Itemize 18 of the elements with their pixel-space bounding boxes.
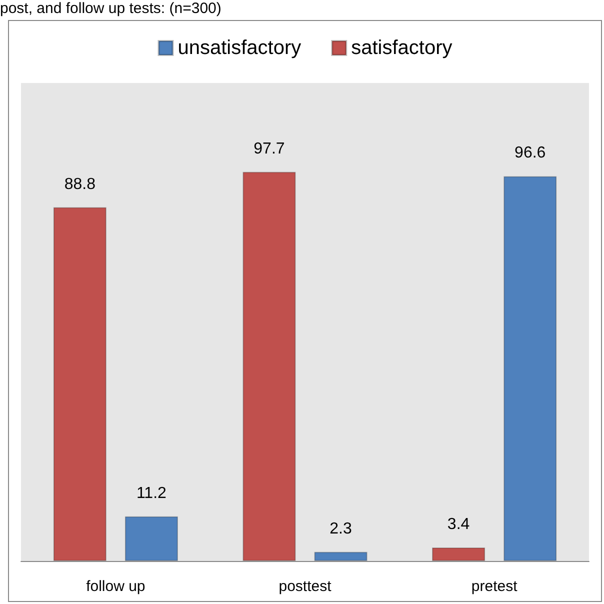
bar bbox=[242, 172, 296, 561]
data-label: 2.3 bbox=[330, 520, 352, 538]
x-tick-label: follow up bbox=[86, 578, 146, 595]
data-label: 96.6 bbox=[514, 144, 546, 162]
bar bbox=[314, 552, 368, 561]
legend-label: unsatisfactory bbox=[178, 37, 302, 59]
bar bbox=[53, 207, 106, 561]
bar bbox=[504, 176, 557, 561]
legend-label: satisfactory bbox=[351, 37, 452, 59]
data-label: 3.4 bbox=[447, 516, 470, 533]
data-label: 88.8 bbox=[64, 176, 96, 193]
data-label: 11.2 bbox=[136, 484, 167, 502]
x-tick-label: pretest bbox=[471, 578, 518, 595]
data-label: 97.7 bbox=[254, 140, 285, 158]
chart-title: post, and follow up tests: (n=300) bbox=[0, 0, 222, 18]
bar bbox=[432, 547, 486, 561]
bar bbox=[124, 516, 178, 561]
x-tick-label: posttest bbox=[278, 578, 332, 595]
